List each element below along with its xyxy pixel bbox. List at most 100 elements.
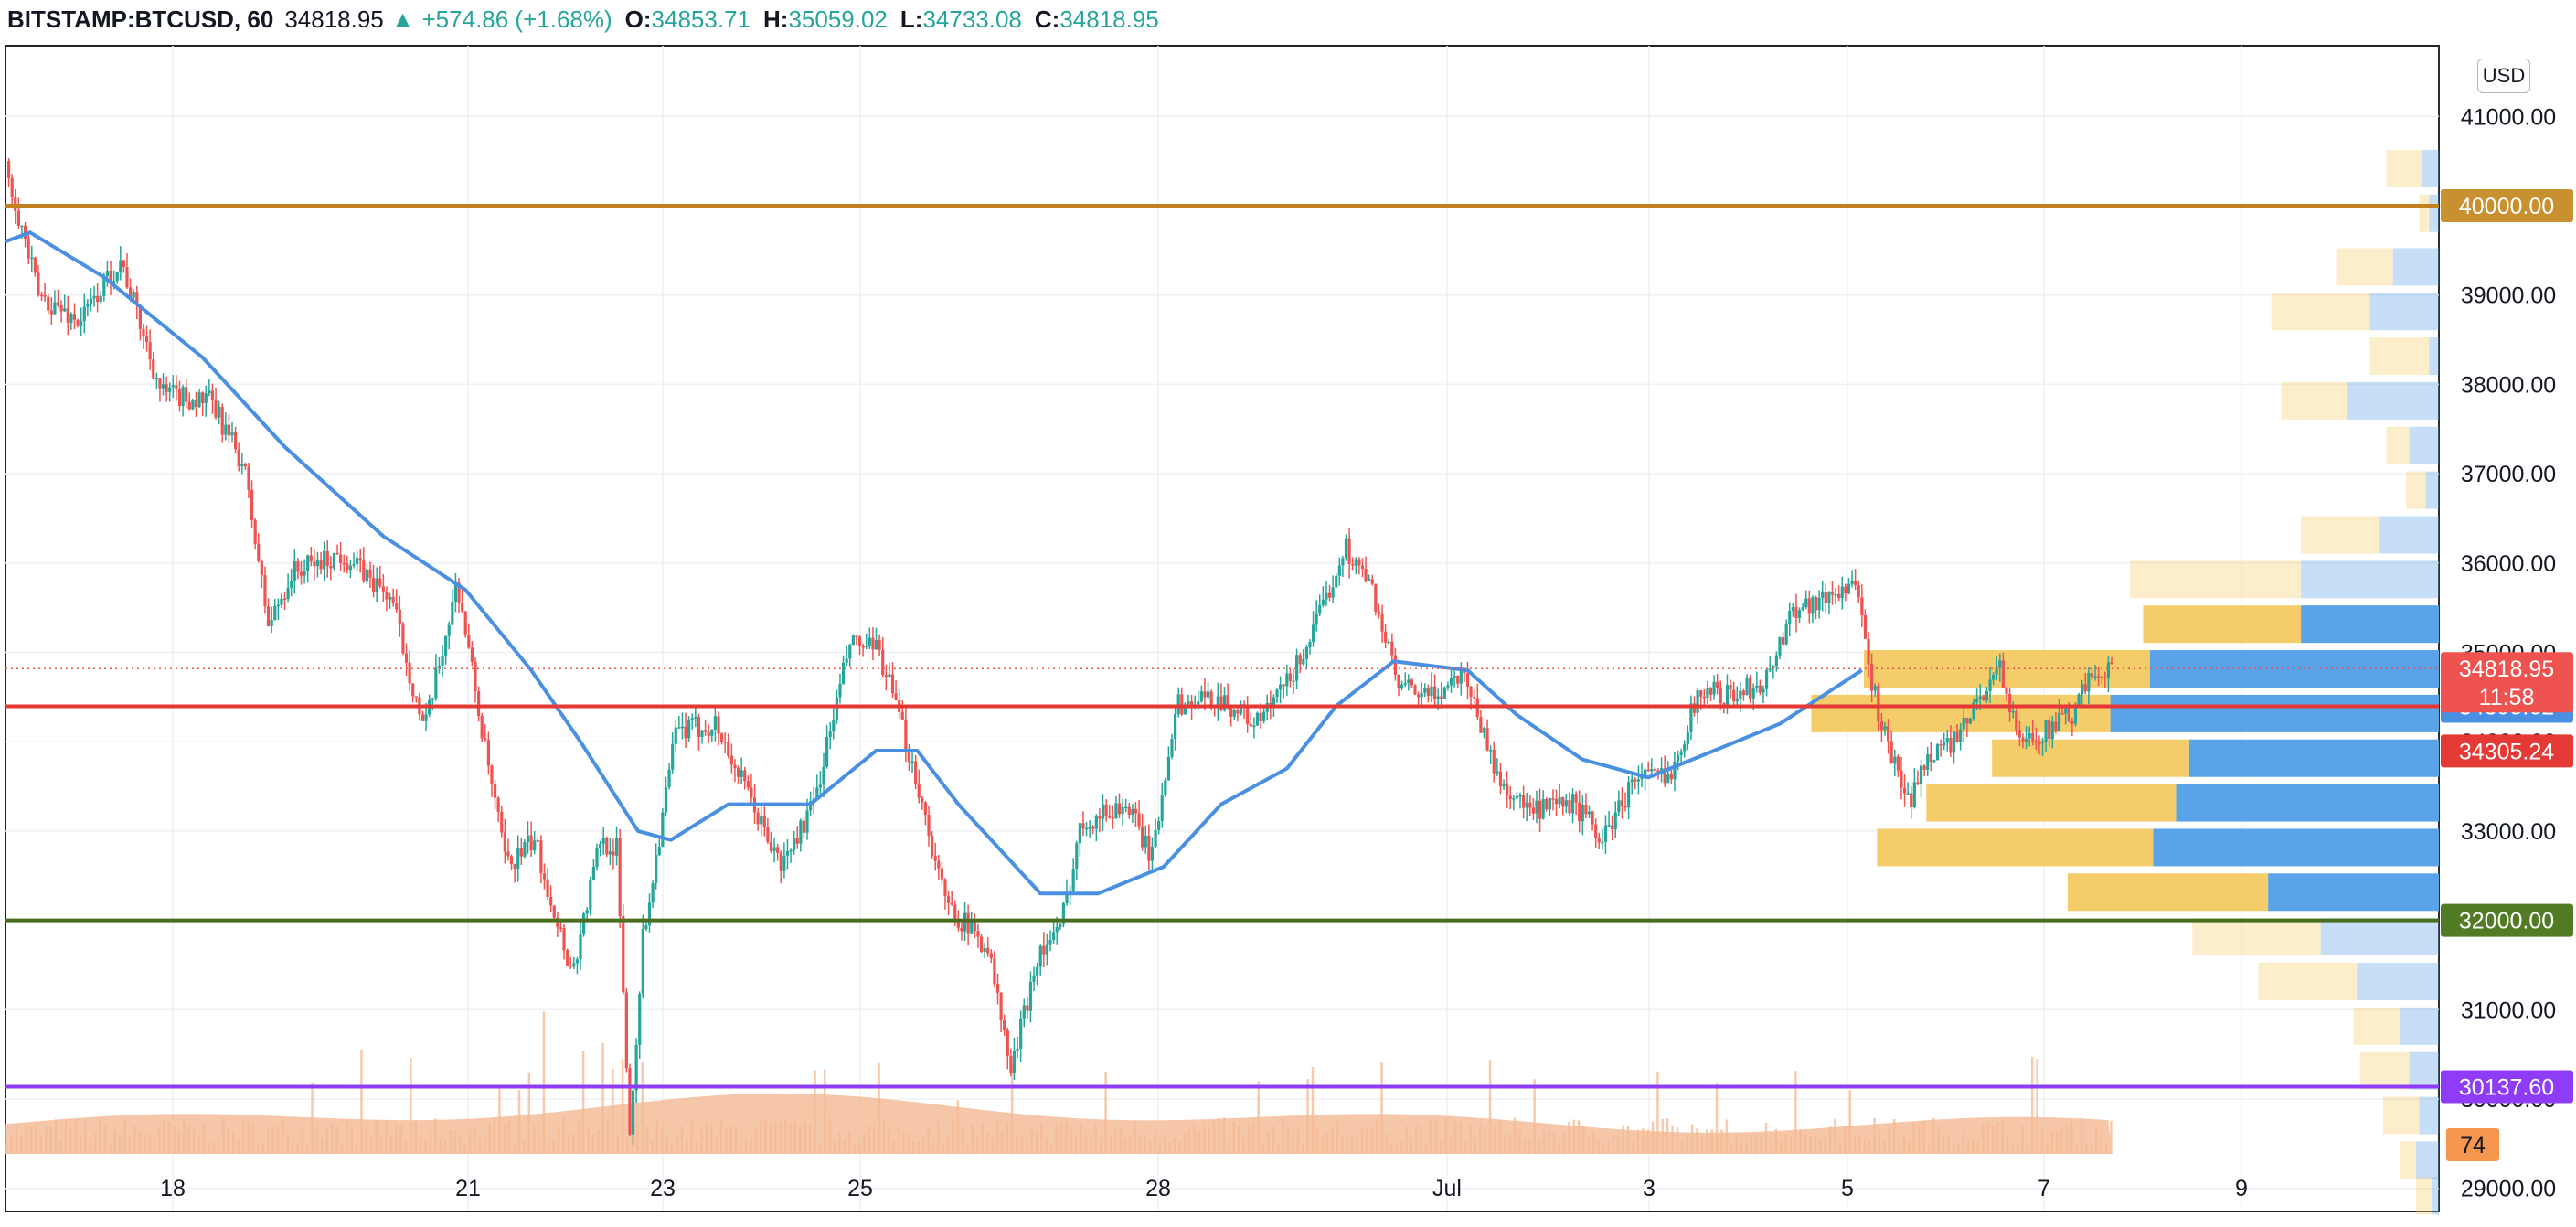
candle-body	[2034, 741, 2038, 743]
candle-body	[1840, 586, 1844, 598]
candle-body	[1166, 756, 1171, 781]
candle-body	[1176, 694, 1180, 715]
candle-body	[1758, 685, 1762, 693]
price-tick-label: 39000.00	[2461, 283, 2556, 309]
volume-bar	[1164, 1133, 1166, 1154]
candle-body	[526, 835, 530, 843]
volume-bar	[414, 1120, 418, 1154]
candle-body	[165, 384, 168, 392]
candle-body	[697, 717, 701, 737]
level-price-tag	[2441, 1070, 2573, 1104]
volume-bar	[1784, 1133, 1787, 1154]
volume-bar	[902, 1133, 905, 1154]
volume-bar	[1474, 1136, 1477, 1154]
volume-bar	[838, 1131, 841, 1154]
volume-bar	[1646, 1129, 1649, 1154]
volume-bar	[912, 1141, 915, 1154]
volume-bar	[1350, 1136, 1354, 1154]
volume-bar	[54, 1119, 58, 1154]
volume-bar	[1858, 1135, 1861, 1154]
candle-body	[519, 848, 523, 857]
candle-body	[1886, 726, 1890, 742]
volume-bar	[907, 1134, 910, 1154]
candle-body	[99, 295, 102, 303]
candle-body	[536, 840, 539, 842]
candle-body	[671, 743, 675, 770]
candle-body	[1794, 607, 1798, 618]
candle-body	[1124, 806, 1128, 809]
candle-body	[1551, 798, 1555, 800]
volume-bar	[937, 1121, 940, 1154]
candle-body	[480, 715, 484, 739]
candle-body	[1311, 624, 1315, 642]
level-price-tag	[2441, 903, 2573, 937]
volume-bar	[942, 1143, 944, 1154]
candle-body	[1676, 754, 1680, 763]
volume-bar	[1390, 1143, 1393, 1154]
volume-bar	[1242, 1137, 1245, 1154]
candle-body	[976, 931, 980, 937]
volume-bar	[1922, 1121, 1925, 1154]
candle-body	[181, 387, 185, 406]
volume-bar	[1370, 1127, 1373, 1154]
candle-body	[1554, 798, 1559, 805]
candle-body	[628, 1068, 632, 1135]
volume-bar	[1237, 1125, 1240, 1154]
volume-bar	[1434, 1118, 1438, 1154]
candle-body	[694, 717, 697, 719]
volume-bar	[734, 1128, 738, 1154]
candle-body	[1098, 816, 1102, 819]
candle-body	[973, 919, 976, 932]
candle-body	[270, 620, 273, 627]
candle-body	[1512, 797, 1516, 800]
volume-bar	[167, 1121, 171, 1154]
volume-bar	[1277, 1143, 1280, 1154]
volume-bar	[286, 1134, 289, 1154]
candle-body	[500, 811, 504, 833]
volume-bar	[764, 1119, 767, 1154]
volume-bar	[1247, 1123, 1251, 1154]
volume-bar	[1123, 1138, 1127, 1154]
candle-body	[69, 314, 73, 324]
candle-body	[825, 736, 829, 767]
volume-bar	[212, 1142, 215, 1154]
candle-body	[89, 298, 93, 304]
candle-body	[1354, 559, 1357, 566]
currency-button[interactable]: USD	[2477, 59, 2530, 93]
volume-bar	[123, 1119, 126, 1154]
volume-bar	[527, 1072, 531, 1154]
candle-body	[391, 596, 395, 603]
volume-bar	[961, 1126, 964, 1154]
candle-body	[940, 868, 944, 880]
candle-body	[1473, 696, 1476, 699]
volume-bar	[843, 1140, 846, 1154]
horizontal-lines[interactable]	[5, 204, 2439, 1089]
candle-body	[914, 761, 918, 784]
candle-body	[1949, 737, 1953, 753]
volume-bar	[379, 1137, 383, 1154]
candle-body	[1910, 793, 1913, 807]
candle-body	[2054, 721, 2058, 731]
candle-body	[280, 598, 283, 605]
candle-body	[260, 560, 263, 576]
price-tick-label: 38000.00	[2461, 372, 2556, 398]
symbol-title[interactable]: BITSTAMP:BTCUSD, 60	[7, 5, 274, 33]
volume-bar	[700, 1127, 703, 1154]
volume-bar	[2036, 1058, 2038, 1154]
volume-bar	[1848, 1090, 1851, 1154]
candle-body	[224, 424, 228, 435]
volume-bar	[779, 1122, 782, 1154]
volume-bar	[1356, 1134, 1358, 1154]
time-axis[interactable]: 18 21 23 25 28 Jul 3 5 7 9	[160, 1176, 2248, 1201]
volume-bar	[94, 1133, 97, 1154]
volume-bar	[1252, 1122, 1255, 1154]
volume-bar	[542, 1011, 546, 1154]
candle-body	[533, 840, 537, 851]
candle-body	[1068, 891, 1072, 892]
candle-body	[1318, 604, 1322, 614]
candle-body	[855, 635, 858, 637]
candle-body	[1357, 559, 1361, 566]
candle-body	[1587, 811, 1591, 815]
candle-body	[1492, 749, 1496, 774]
